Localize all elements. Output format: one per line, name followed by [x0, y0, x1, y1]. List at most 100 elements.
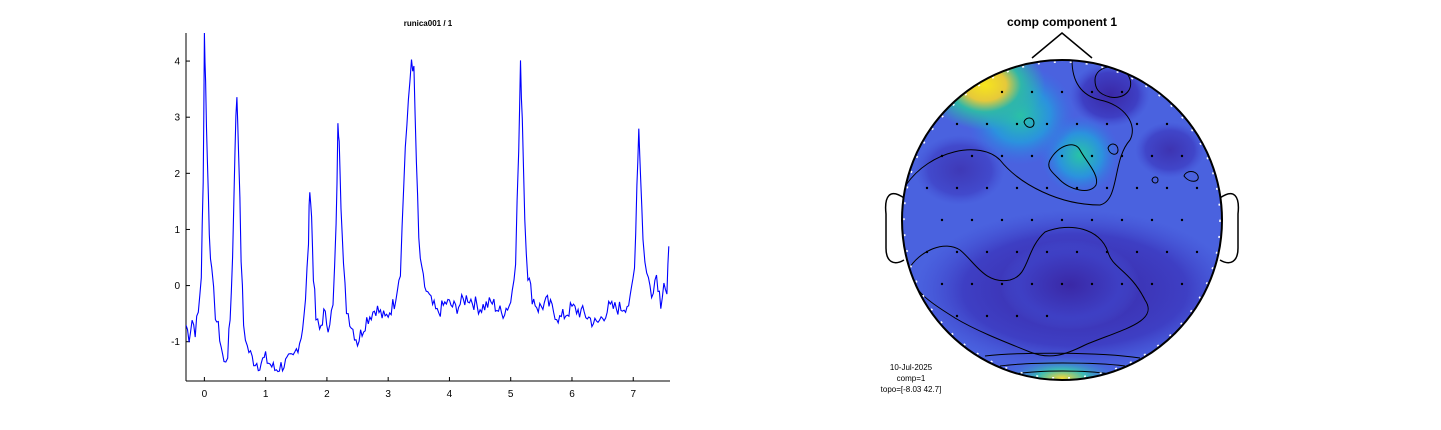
left-ear-shape — [884, 193, 905, 264]
electrode-dot — [925, 186, 929, 190]
electrode-dot — [1180, 282, 1184, 286]
electrode-dot — [1090, 218, 1094, 222]
electrode-dot — [985, 250, 989, 254]
electrode-dot — [1030, 90, 1034, 94]
x-tick-label: 0 — [202, 389, 208, 400]
electrode-dot — [955, 186, 959, 190]
plot-title: runica001 / 1 — [404, 19, 453, 28]
electrode-dot — [955, 314, 959, 318]
electrode-dot — [985, 122, 989, 126]
electrode-dot — [1135, 186, 1139, 190]
y-tick-label: 0 — [174, 281, 180, 292]
electrode-dot — [1075, 186, 1079, 190]
electrode-dot — [1090, 154, 1094, 158]
x-tick-label: 7 — [630, 389, 636, 400]
electrode-dot — [1195, 250, 1199, 254]
electrode-dot — [1045, 314, 1049, 318]
y-ticks: -1 0 1 2 3 4 — [171, 57, 190, 348]
electrode-dot — [955, 122, 959, 126]
contour-line — [1023, 117, 1035, 128]
electrode-dot — [1090, 90, 1094, 94]
timeseries-plot: runica001 / 1 0 1 2 3 4 5 6 7 -1 0 1 2 3 4 — [171, 19, 670, 400]
electrode-dot — [1165, 250, 1169, 254]
topo-colormap — [902, 60, 1222, 380]
electrode-dot — [1000, 90, 1004, 94]
electrode-dot — [1060, 154, 1064, 158]
electrode-dot — [1120, 282, 1124, 286]
electrode-grid — [925, 90, 1199, 318]
electrode-dot — [1165, 186, 1169, 190]
contour-line — [1107, 143, 1119, 155]
contour-line — [907, 226, 1149, 357]
electrode-dot — [1030, 218, 1034, 222]
electrode-dot — [1000, 154, 1004, 158]
electrode-dot — [1120, 154, 1124, 158]
info-comp: comp=1 — [897, 374, 926, 383]
y-tick-label: 1 — [174, 225, 180, 236]
electrode-dot — [1030, 282, 1034, 286]
electrode-dot — [1150, 282, 1154, 286]
electrode-dot — [1015, 122, 1019, 126]
right-ear-shape — [1219, 193, 1240, 264]
electrode-dot — [1015, 186, 1019, 190]
electrode-dot — [1015, 250, 1019, 254]
x-ticks: 0 1 2 3 4 5 6 7 — [202, 377, 636, 400]
electrode-dot — [1165, 122, 1169, 126]
electrode-dot — [1135, 250, 1139, 254]
head-outline — [901, 59, 1223, 381]
electrode-dot — [1075, 122, 1079, 126]
info-topo: topo=[-8.03 42.7] — [881, 385, 942, 394]
x-tick-label: 4 — [447, 389, 453, 400]
electrode-dot — [1045, 186, 1049, 190]
electrode-dot — [985, 186, 989, 190]
y-tick-label: 4 — [174, 57, 180, 68]
contour-line — [1048, 144, 1098, 191]
x-tick-label: 2 — [324, 389, 330, 400]
y-tick-label: -1 — [171, 337, 180, 348]
nose-shape — [1031, 32, 1093, 59]
electrode-dot — [940, 282, 944, 286]
electrode-dot — [940, 218, 944, 222]
signal-series-line — [186, 33, 670, 373]
electrode-dot — [1060, 282, 1064, 286]
electrode-dot — [1030, 154, 1034, 158]
electrode-dot — [1105, 186, 1109, 190]
head-rim-ticks — [903, 61, 1221, 379]
electrode-dot — [1045, 250, 1049, 254]
topoplot: comp component 1 — [881, 15, 1240, 394]
electrode-dot — [1090, 282, 1094, 286]
electrode-dot — [985, 314, 989, 318]
electrode-dot — [970, 154, 974, 158]
electrode-dot — [1060, 90, 1064, 94]
electrode-dot — [1105, 250, 1109, 254]
electrode-dot — [1180, 154, 1184, 158]
x-tick-label: 3 — [385, 389, 391, 400]
contour-line — [999, 362, 1126, 367]
x-tick-label: 1 — [263, 389, 269, 400]
electrode-dot — [1075, 250, 1079, 254]
electrode-dot — [1060, 218, 1064, 222]
contour-line — [1151, 176, 1159, 184]
electrode-dot — [1045, 122, 1049, 126]
x-tick-label: 5 — [508, 389, 514, 400]
electrode-dot — [1180, 218, 1184, 222]
electrode-dot — [1120, 218, 1124, 222]
contour-line — [905, 60, 1133, 206]
electrode-dot — [1000, 282, 1004, 286]
electrode-dot — [940, 154, 944, 158]
electrode-dot — [1150, 154, 1154, 158]
electrode-dot — [1120, 90, 1124, 94]
info-date: 10-Jul-2025 — [890, 363, 933, 372]
contour-line — [984, 352, 1141, 359]
electrode-dot — [1000, 218, 1004, 222]
electrode-dot — [970, 218, 974, 222]
topo-title: comp component 1 — [1007, 15, 1117, 29]
y-tick-label: 2 — [174, 169, 180, 180]
electrode-dot — [1105, 122, 1109, 126]
contour-line — [1014, 370, 1111, 375]
x-tick-label: 6 — [569, 389, 575, 400]
electrode-dot — [1135, 122, 1139, 126]
electrode-dot — [970, 282, 974, 286]
electrode-dot — [925, 250, 929, 254]
